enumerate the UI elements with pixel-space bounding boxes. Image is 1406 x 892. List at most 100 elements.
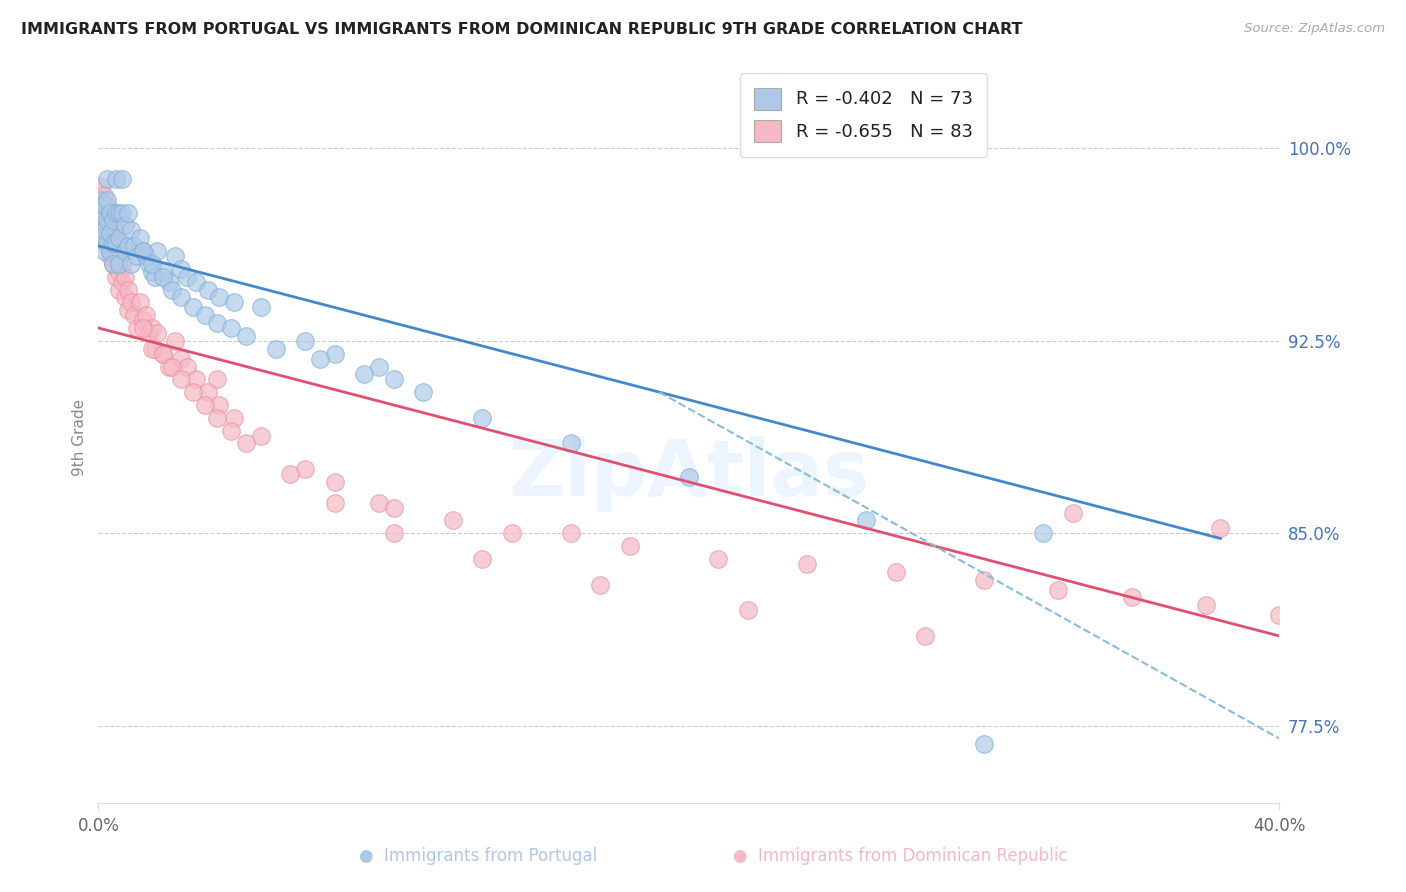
Point — [165, 249, 187, 263]
Point — [108, 257, 131, 271]
Point — [589, 577, 612, 591]
Point — [382, 500, 405, 515]
Point — [208, 290, 231, 304]
Point — [170, 262, 193, 277]
Text: IMMIGRANTS FROM PORTUGAL VS IMMIGRANTS FROM DOMINICAN REPUBLIC 9TH GRADE CORRELA: IMMIGRANTS FROM PORTUGAL VS IMMIGRANTS F… — [21, 22, 1022, 37]
Point — [294, 462, 316, 476]
Point — [560, 436, 582, 450]
Point — [208, 398, 231, 412]
Point — [122, 239, 145, 253]
Point — [90, 231, 112, 245]
Y-axis label: 9th Grade: 9th Grade — [72, 399, 87, 475]
Point — [108, 231, 131, 245]
Point — [235, 328, 257, 343]
Point — [108, 264, 131, 278]
Point — [278, 467, 302, 482]
Point — [181, 301, 204, 315]
Point — [184, 275, 207, 289]
Point — [128, 231, 150, 245]
Point — [224, 295, 246, 310]
Point — [103, 239, 125, 253]
Point — [170, 290, 193, 304]
Point — [98, 226, 121, 240]
Point — [108, 205, 131, 219]
Point — [138, 257, 160, 271]
Point — [441, 514, 464, 528]
Point — [128, 295, 150, 310]
Point — [141, 264, 163, 278]
Point — [96, 172, 118, 186]
Point — [103, 257, 125, 271]
Point — [111, 257, 134, 271]
Point — [170, 372, 193, 386]
Text: ZipAtlas: ZipAtlas — [509, 435, 869, 512]
Point — [382, 526, 405, 541]
Point — [1032, 526, 1054, 541]
Point — [98, 244, 121, 258]
Point — [132, 313, 155, 327]
Text: ●  Immigrants from Dominican Republic: ● Immigrants from Dominican Republic — [733, 847, 1067, 865]
Point — [197, 385, 219, 400]
Point — [122, 308, 145, 322]
Point — [855, 514, 877, 528]
Point — [737, 603, 759, 617]
Point — [353, 368, 375, 382]
Point — [323, 346, 346, 360]
Point — [914, 629, 936, 643]
Point — [96, 193, 118, 207]
Point — [184, 372, 207, 386]
Point — [120, 295, 142, 310]
Point — [323, 475, 346, 489]
Point — [96, 213, 118, 227]
Point — [114, 244, 136, 258]
Point — [125, 321, 148, 335]
Point — [117, 239, 139, 253]
Point — [132, 244, 155, 258]
Point — [120, 257, 142, 271]
Point — [152, 346, 174, 360]
Point — [1121, 591, 1143, 605]
Point — [678, 470, 700, 484]
Point — [707, 552, 730, 566]
Point — [93, 187, 115, 202]
Point — [194, 308, 217, 322]
Point — [250, 301, 273, 315]
Point — [323, 495, 346, 509]
Point — [157, 275, 180, 289]
Point — [105, 172, 128, 186]
Point — [224, 410, 246, 425]
Text: ●  Immigrants from Portugal: ● Immigrants from Portugal — [359, 847, 598, 865]
Point — [143, 269, 166, 284]
Point — [105, 236, 128, 251]
Point — [108, 244, 131, 258]
Point — [309, 351, 332, 366]
Point — [105, 231, 128, 245]
Text: Source: ZipAtlas.com: Source: ZipAtlas.com — [1244, 22, 1385, 36]
Point — [90, 179, 112, 194]
Point — [368, 495, 391, 509]
Point — [181, 385, 204, 400]
Point — [205, 410, 228, 425]
Point — [117, 283, 139, 297]
Point — [111, 275, 134, 289]
Point — [170, 351, 193, 366]
Point — [162, 359, 183, 374]
Point — [501, 526, 523, 541]
Point — [103, 257, 125, 271]
Point — [368, 359, 391, 374]
Point — [197, 283, 219, 297]
Point — [973, 573, 995, 587]
Point — [471, 410, 494, 425]
Point — [132, 321, 155, 335]
Point — [1209, 521, 1232, 535]
Point — [176, 269, 198, 284]
Point — [143, 342, 166, 356]
Point — [117, 205, 139, 219]
Point — [96, 236, 118, 251]
Point — [90, 219, 112, 233]
Point — [93, 228, 115, 243]
Point — [176, 359, 198, 374]
Point — [111, 205, 134, 219]
Point — [205, 372, 228, 386]
Point — [105, 249, 128, 263]
